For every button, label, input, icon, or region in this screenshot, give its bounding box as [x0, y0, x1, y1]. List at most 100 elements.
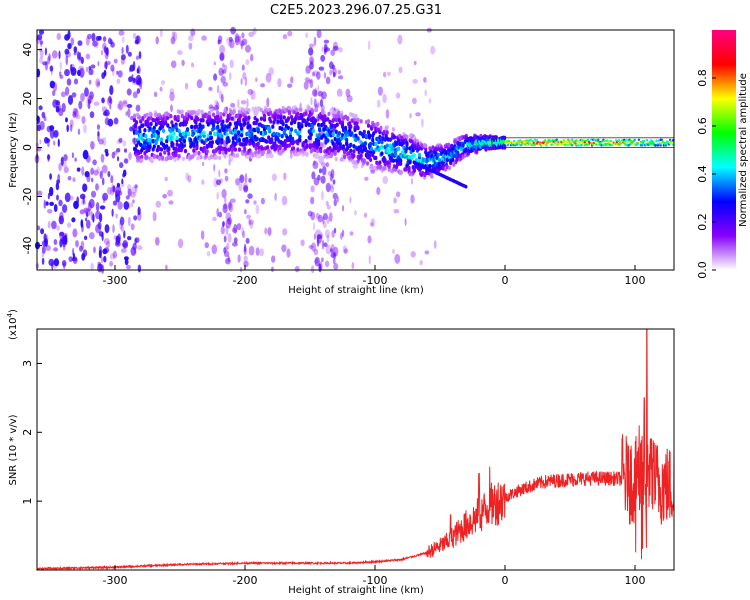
spectrogram-cell — [335, 122, 339, 127]
spectrogram-cell — [235, 153, 240, 158]
spectrogram-speckle — [216, 191, 219, 200]
spectrogram-cell — [195, 140, 199, 145]
spectrogram-speckle — [122, 101, 128, 107]
spectrogram-cell — [272, 131, 276, 136]
spectrogram-speckle — [111, 151, 116, 159]
spectrogram-cell — [164, 120, 168, 126]
spectrogram-y-label: Frequency (Hz) — [8, 112, 19, 188]
spectrogram-cell — [132, 114, 137, 119]
spectrogram-speckle — [83, 124, 87, 134]
spectrogram-speckle — [228, 158, 231, 166]
spectrogram-cell — [311, 128, 315, 134]
spectrogram-cell — [219, 111, 223, 117]
spectrogram-speckle — [245, 59, 250, 66]
spectrogram-speckle — [122, 240, 129, 249]
spectrogram-speckle — [410, 194, 415, 204]
spectrogram-speckle — [196, 79, 203, 89]
spectrogram-cell — [278, 144, 282, 149]
spectrogram-speckle — [133, 215, 138, 221]
spectrogram-cell — [260, 146, 264, 151]
spectrogram-speckle — [294, 265, 300, 273]
spectrogram-cell — [135, 120, 139, 125]
spectrogram-speckle — [310, 265, 315, 274]
spectrogram-speckle — [313, 160, 316, 166]
spectrogram-cell — [261, 150, 266, 155]
spectrogram-x-tick-label: -200 — [233, 274, 258, 287]
spectrogram-cell — [375, 160, 379, 165]
spectrogram-cell — [412, 167, 416, 173]
spectrogram-speckle — [51, 220, 57, 230]
spectrogram-speckle — [367, 235, 372, 244]
spectrogram-cell — [221, 119, 225, 124]
spectrogram-speckle — [412, 78, 418, 84]
spectrogram-speckle — [127, 51, 132, 57]
spectrogram-speckle — [40, 228, 45, 235]
snr-scale-exponent: 4 — [6, 312, 14, 317]
spectrogram-cell — [224, 147, 228, 153]
spectrogram-speckle — [171, 31, 176, 39]
spectrogram-speckle — [41, 250, 45, 258]
spectrogram-cell — [256, 127, 260, 132]
spectrogram-speckle — [245, 237, 250, 244]
spectrogram-speckle — [324, 260, 330, 268]
spectrogram-speckle — [101, 264, 105, 274]
spectrogram-speckle — [41, 257, 45, 265]
spectrogram-speckle — [332, 192, 338, 200]
spectrogram-speckle — [123, 201, 130, 210]
spectrogram-speckle — [327, 170, 333, 176]
spectrogram-speckle — [102, 36, 107, 42]
spectrogram-cell — [287, 106, 292, 111]
spectrogram-speckle — [223, 235, 227, 243]
spectrogram-speckle — [317, 103, 320, 108]
spectrogram-speckle — [247, 88, 254, 95]
spectrogram-cell — [263, 130, 268, 136]
spectrogram-speckle — [326, 204, 331, 210]
spectrogram-speckle — [89, 91, 94, 100]
spectrogram-cell — [351, 113, 355, 118]
spectrogram-speckle — [242, 230, 246, 239]
spectrogram-cell — [356, 117, 360, 123]
spectrogram-speckle — [336, 88, 343, 97]
spectrogram-cell — [625, 138, 628, 142]
spectrogram-speckle — [164, 176, 168, 182]
spectrogram-cell — [223, 154, 227, 159]
spectrogram-speckle — [231, 227, 237, 233]
snr-x-tick-label: 0 — [502, 574, 509, 587]
spectrogram-cell — [603, 139, 606, 143]
spectrogram-y-tick-label: -20 — [21, 188, 34, 206]
spectrogram-speckle — [75, 240, 79, 248]
spectrogram-speckle — [329, 173, 333, 182]
spectrogram-speckle — [160, 28, 163, 38]
spectrogram-speckle — [316, 234, 322, 244]
spectrogram-speckle — [240, 78, 243, 85]
spectrogram-cell — [230, 116, 234, 121]
spectrogram-cell — [363, 141, 367, 146]
spectrogram-cell — [273, 117, 277, 122]
spectrogram-cell — [173, 157, 177, 162]
spectrogram-cell — [388, 143, 392, 148]
spectrogram-cell — [146, 123, 150, 129]
spectrogram-speckle — [320, 54, 326, 62]
spectrogram-speckle — [233, 237, 238, 244]
spectrogram-speckle — [411, 177, 413, 185]
spectrogram-speckle — [114, 240, 121, 247]
spectrogram-speckle — [86, 174, 91, 183]
spectrogram-speckle — [376, 99, 381, 108]
spectrogram-speckle — [325, 229, 330, 239]
spectrogram-speckle — [250, 53, 254, 62]
spectrogram-speckle — [72, 177, 76, 183]
spectrogram-speckle — [59, 61, 62, 71]
spectrogram-cell — [428, 163, 432, 169]
spectrogram-speckle — [85, 66, 89, 73]
spectrogram-cell — [227, 138, 231, 143]
spectrogram-cell — [391, 127, 396, 132]
spectrogram-speckle — [201, 179, 205, 185]
spectrogram-speckle — [127, 236, 132, 241]
spectrogram-speckle — [99, 170, 104, 179]
spectrogram-cell — [533, 138, 537, 141]
spectrogram-speckle — [132, 199, 135, 204]
spectrogram-speckle — [313, 233, 317, 240]
spectrogram-cell — [256, 141, 260, 146]
spectrogram-cell — [165, 139, 169, 144]
spectrogram-cell — [233, 141, 237, 147]
